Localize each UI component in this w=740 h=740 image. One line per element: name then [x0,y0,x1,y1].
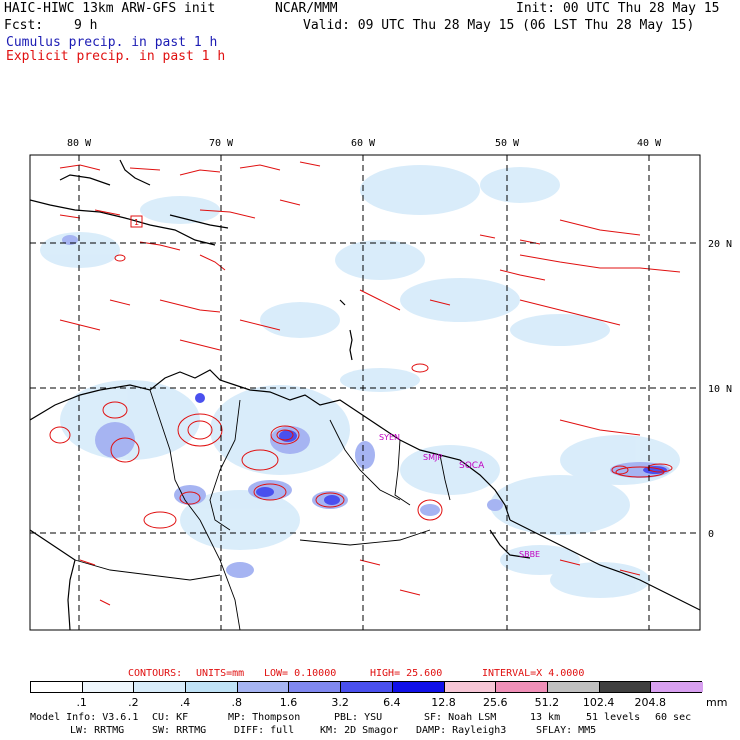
lat-label-0: 0 [708,529,714,540]
model-info-sw: SW: RRTMG [152,725,207,736]
colorbar-unit: mm [706,696,728,709]
model-info-sflay: SFLAY: MM5 [536,725,597,736]
station-syen: SYEN [379,433,400,442]
model-info-cu: CU: KF [152,712,189,723]
lon-label-40w: 40 W [637,138,662,149]
station-marker-1 [130,215,143,228]
colorbar-cell [237,682,290,692]
explicit-precip-contours [49,161,681,606]
model-info-diff: DIFF: full [234,725,295,736]
colorbar-tick-label: .1 [76,696,87,709]
model-info-levels: 51 levels [586,712,641,723]
model-info-line1: Model Info: V3.6.1 CU: KF MP: Thompson P… [30,712,702,724]
model-info-mp: MP: Thompson [228,712,301,723]
contours-label: CONTOURS: [128,668,183,679]
colorbar-cell [651,682,703,692]
model-info-sf: SF: Noah LSM [424,712,497,723]
colorbar-cell [599,682,652,692]
colorbar-tick-label: 1.6 [279,696,298,709]
colorbar [30,681,703,693]
station-smjp: SMJP [423,453,442,462]
model-title: HAIC-HIWC 13km ARW-GFS init [4,1,216,16]
colorbar-tick-label: .8 [231,696,243,709]
fcst-label: Fcst: [4,18,44,33]
colorbar-cell [186,682,238,692]
lat-label-20n: 20 N [708,239,732,250]
station-1-label: 1 [134,218,139,227]
lat-labels: 20 N 10 N 0 [708,239,732,540]
cumulus-light-patches [40,165,680,598]
model-info-line2: LW: RRTMG SW: RRTMG DIFF: full KM: 2D Sm… [30,725,702,737]
fcst-value: 9 h [74,18,98,33]
borders [74,389,451,630]
model-info-res: 13 km [530,712,561,723]
lon-label-60w: 60 W [351,138,376,149]
model-info-km: KM: 2D Smagor [320,725,399,736]
lat-lon-grid [30,155,700,630]
map-frame [29,154,701,631]
contours-high: HIGH= 25.600 [370,668,443,679]
init-time: Init: 00 UTC Thu 28 May 15 [516,1,720,16]
colorbar-cell [134,682,187,692]
colorbar-tick-label: .2 [128,696,139,709]
colorbar-cell [444,682,497,692]
lon-labels: 80 W 70 W 60 W 50 W 40 W [67,138,662,149]
contours-units: UNITS=mm [196,668,245,679]
colorbar-tick-label: 6.4 [383,696,401,709]
colorbar-tick-label: 12.8 [431,696,456,709]
colorbar-tick-label: 3.2 [331,696,349,709]
colorbar-cell [392,682,445,692]
contours-low: LOW= 0.10000 [264,668,337,679]
contours-interval: INTERVAL=X 4.0000 [482,668,585,679]
model-info-dt: 60 sec [655,712,692,723]
valid-time: Valid: 09 UTC Thu 28 May 15 (06 LST Thu … [303,18,695,33]
station-soca: SOCA [459,461,485,471]
model-info-damp: DAMP: Rayleigh3 [416,725,507,736]
model-info-lw: LW: RRTMG [70,725,125,736]
model-info-pbl: PBL: YSU [334,712,383,723]
lon-label-50w: 50 W [495,138,520,149]
org-label: NCAR/MMM [275,1,338,16]
colorbar-cell [82,682,135,692]
station-sbbe: SBBE [519,550,540,559]
station-labels: 1 SYEN SMJP SOCA SBBE [134,218,540,559]
colorbar-cell [31,682,83,692]
colorbar-tick-label: 51.2 [534,696,560,709]
lon-label-80w: 80 W [67,138,92,149]
lon-label-70w: 70 W [209,138,234,149]
colorbar-tick-label: .4 [179,696,191,709]
colorbar-tick-label: 204.8 [634,696,667,709]
colorbar-cell [341,682,393,692]
colorbar-cell [289,682,342,692]
colorbar-cell [496,682,548,692]
colorbar-tick-label: 102.4 [582,696,615,709]
model-info-version: Model Info: V3.6.1 [30,712,139,723]
colorbar-tick-label: 25.6 [482,696,508,709]
colorbar-cell [547,682,600,692]
field-explicit-label: Explicit precip. in past 1 h [6,49,226,64]
lat-label-10n: 10 N [708,384,732,395]
field-cumulus-label: Cumulus precip. in past 1 h [6,35,218,50]
